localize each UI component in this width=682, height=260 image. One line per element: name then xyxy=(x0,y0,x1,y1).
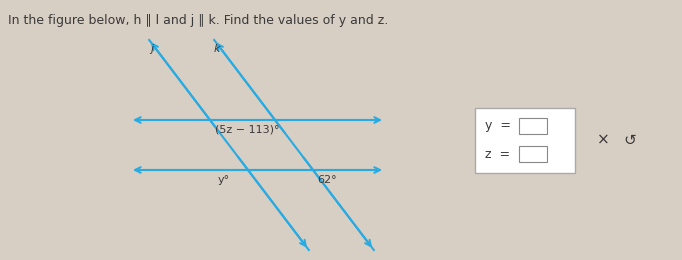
FancyBboxPatch shape xyxy=(519,118,547,134)
Text: ×: × xyxy=(597,133,610,148)
Text: y  =: y = xyxy=(485,120,511,133)
Text: ↺: ↺ xyxy=(623,133,636,148)
FancyBboxPatch shape xyxy=(519,146,547,162)
Text: z  =: z = xyxy=(485,147,510,160)
Text: k: k xyxy=(214,44,220,54)
Text: (5z − 113)°: (5z − 113)° xyxy=(215,125,280,135)
Text: j: j xyxy=(151,44,153,54)
Text: In the figure below, h ∥ l and j ∥ k. Find the values of y and z.: In the figure below, h ∥ l and j ∥ k. Fi… xyxy=(8,14,388,27)
Text: y°: y° xyxy=(218,175,230,185)
Text: 62°: 62° xyxy=(317,175,337,185)
FancyBboxPatch shape xyxy=(475,108,575,173)
